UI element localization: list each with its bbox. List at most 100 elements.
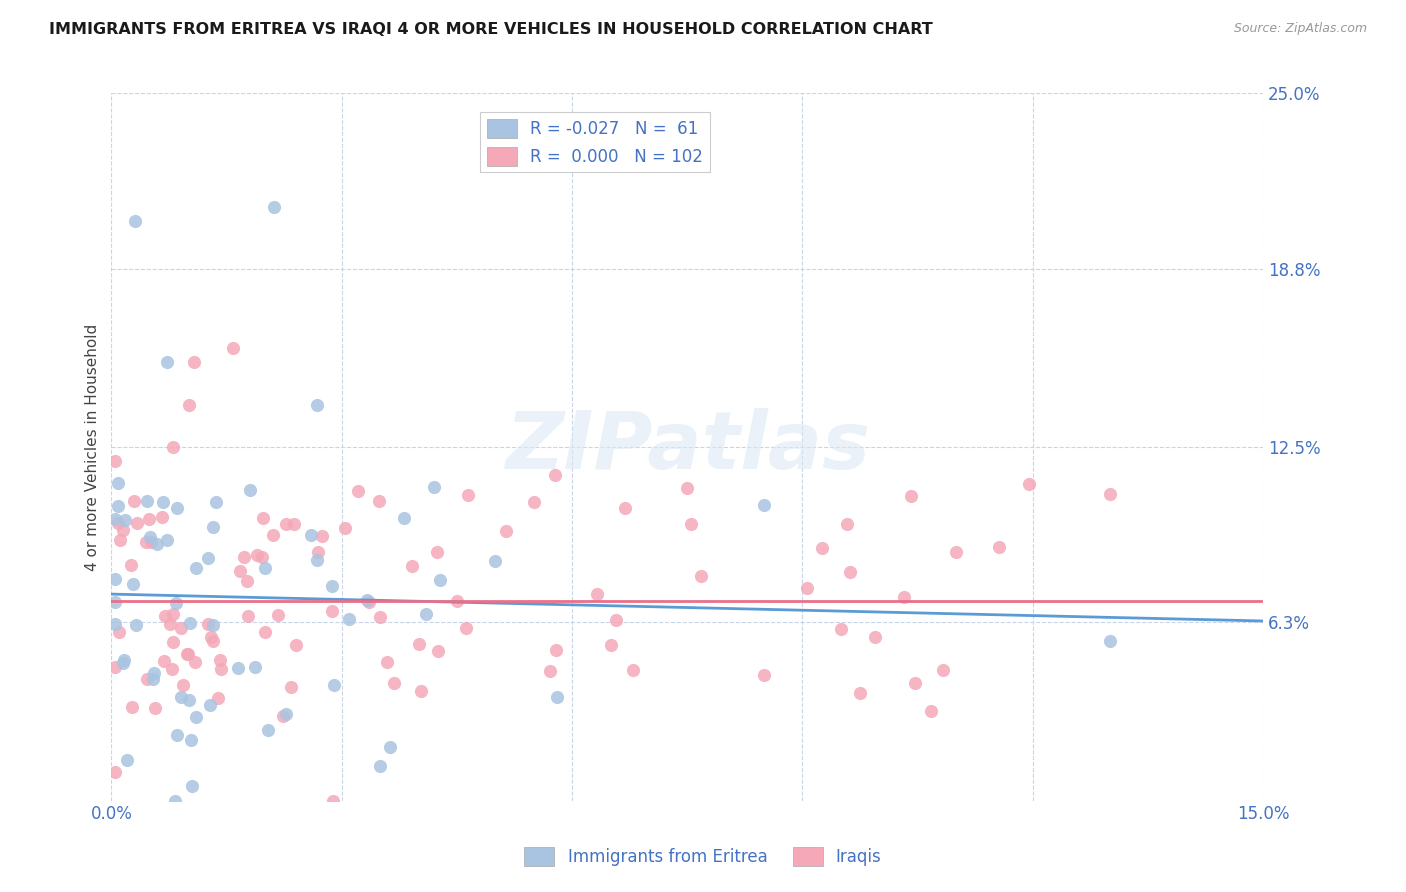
Point (752, 668, 775, 682)
Point (180, 780, 202, 794)
Point (321, 579, 343, 593)
Point (307, 545, 329, 559)
Point (427, 643, 450, 657)
Point (184, 561, 207, 575)
Point (378, 739, 401, 754)
Point (837, 516, 859, 531)
Point (267, 607, 290, 622)
Point (162, 635, 184, 649)
Point (176, 648, 198, 662)
Point (415, 607, 437, 621)
Point (408, 637, 430, 651)
Point (382, 676, 405, 690)
Point (605, 614, 627, 628)
Point (202, 618, 225, 632)
Point (125, 516, 148, 531)
Point (276, 707, 298, 722)
Point (200, 698, 222, 712)
Point (104, 595, 127, 609)
Point (170, 622, 193, 636)
Point (135, 672, 157, 686)
Point (401, 558, 423, 573)
Point (200, 630, 222, 644)
Point (932, 663, 955, 677)
Point (333, 521, 356, 535)
Point (368, 609, 391, 624)
Point (120, 558, 142, 573)
Point (162, 662, 184, 676)
Point (122, 494, 145, 508)
Point (621, 663, 644, 677)
Point (135, 535, 157, 549)
Point (839, 565, 862, 579)
Point (107, 476, 129, 491)
Point (139, 530, 162, 544)
Point (423, 480, 446, 494)
Point (523, 495, 546, 509)
Point (162, 440, 184, 454)
Point (111, 656, 134, 670)
Point (112, 653, 135, 667)
Point (285, 638, 308, 652)
Point (122, 577, 145, 591)
Point (124, 213, 146, 227)
Point (115, 753, 138, 767)
Point (209, 662, 232, 676)
Point (114, 513, 136, 527)
Point (236, 574, 259, 588)
Point (283, 517, 305, 532)
Point (146, 537, 169, 551)
Point (849, 686, 872, 700)
Point (987, 540, 1010, 554)
Point (179, 615, 201, 630)
Point (166, 728, 188, 742)
Legend: R = -0.027   N =  61, R =  0.000   N = 102: R = -0.027 N = 61, R = 0.000 N = 102 (481, 112, 710, 172)
Point (138, 512, 160, 526)
Point (893, 590, 915, 604)
Point (202, 520, 225, 534)
Point (177, 648, 200, 662)
Point (236, 609, 259, 624)
Point (177, 398, 200, 412)
Point (209, 653, 232, 667)
Point (796, 582, 818, 596)
Point (495, 524, 517, 538)
Point (368, 494, 391, 508)
Point (679, 516, 702, 531)
Point (1098, 487, 1121, 501)
Point (254, 625, 277, 640)
Point (152, 494, 174, 508)
Point (155, 609, 177, 624)
Point (1018, 477, 1040, 491)
Point (104, 617, 127, 632)
Point (271, 708, 294, 723)
Point (544, 468, 567, 483)
Point (139, 535, 162, 549)
Point (830, 623, 852, 637)
Y-axis label: 4 or more Vehicles in Household: 4 or more Vehicles in Household (86, 324, 100, 571)
Point (538, 664, 561, 678)
Point (323, 678, 346, 692)
Point (104, 512, 127, 526)
Point (197, 551, 219, 566)
Point (107, 516, 129, 530)
Point (484, 554, 506, 568)
Point (159, 617, 181, 632)
Point (546, 690, 568, 705)
Point (170, 690, 193, 705)
Point (104, 765, 127, 780)
Point (228, 564, 250, 578)
Point (254, 560, 277, 574)
Point (690, 569, 713, 583)
Point (347, 483, 370, 498)
Point (311, 529, 333, 543)
Point (156, 533, 179, 547)
Point (280, 680, 302, 694)
Point (205, 495, 228, 509)
Point (162, 607, 184, 621)
Point (186, 709, 208, 723)
Point (232, 549, 254, 564)
Point (392, 511, 415, 525)
Point (920, 704, 942, 718)
Point (811, 541, 834, 555)
